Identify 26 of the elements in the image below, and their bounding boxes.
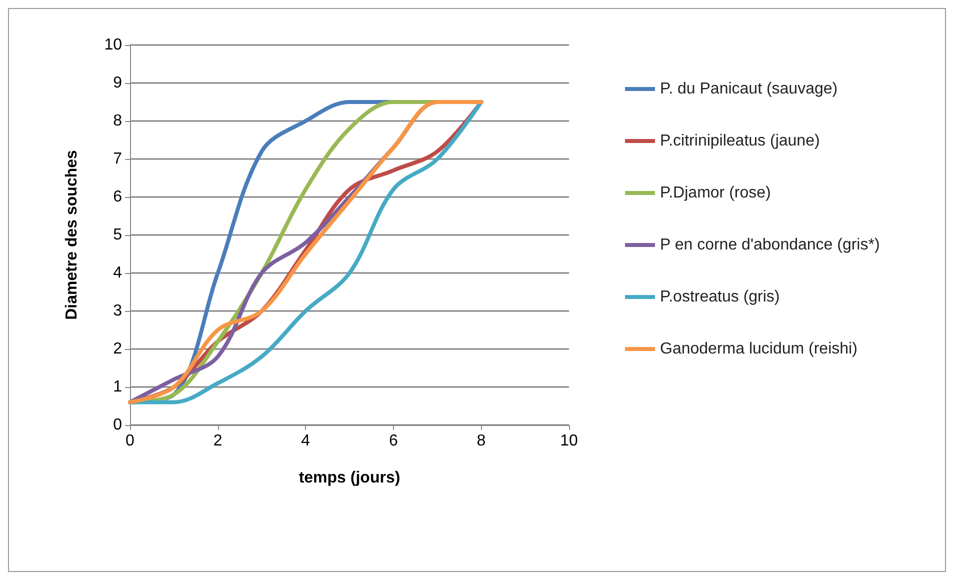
legend-label: P.ostreatus (gris)	[660, 288, 780, 306]
y-tick-label: 6	[113, 188, 122, 206]
x-tick-label: 10	[560, 432, 578, 450]
x-tick-label: 2	[213, 432, 222, 450]
y-tick-label: 7	[113, 150, 122, 168]
x-tick-label: 4	[301, 432, 310, 450]
y-tick-label: 2	[113, 340, 122, 358]
legend-label: P.citrinipileatus (jaune)	[660, 132, 820, 150]
legend-label: P.Djamor (rose)	[660, 184, 771, 202]
legend-label: Ganoderma lucidum (reishi)	[660, 340, 858, 358]
y-tick-label: 0	[113, 416, 122, 434]
y-tick-label: 9	[113, 74, 122, 92]
y-tick-label: 3	[113, 302, 122, 320]
y-tick-label: 1	[113, 378, 122, 396]
y-axis-title: Diametre des souches	[64, 150, 80, 320]
y-tick-label: 10	[104, 36, 122, 54]
y-tick-label: 8	[113, 112, 122, 130]
y-tick-label: 4	[113, 264, 122, 282]
x-tick-label: 0	[126, 432, 135, 450]
line-series	[128, 100, 484, 404]
legend-label: P en corne d'abondance (gris*)	[660, 236, 880, 254]
legend-label: P. du Panicaut (sauvage)	[660, 80, 838, 98]
x-tick-label: 6	[388, 432, 398, 450]
x-tick-label: 8	[476, 432, 486, 450]
x-axis-title: temps (jours)	[298, 470, 400, 486]
y-tick-label: 5	[113, 226, 122, 244]
